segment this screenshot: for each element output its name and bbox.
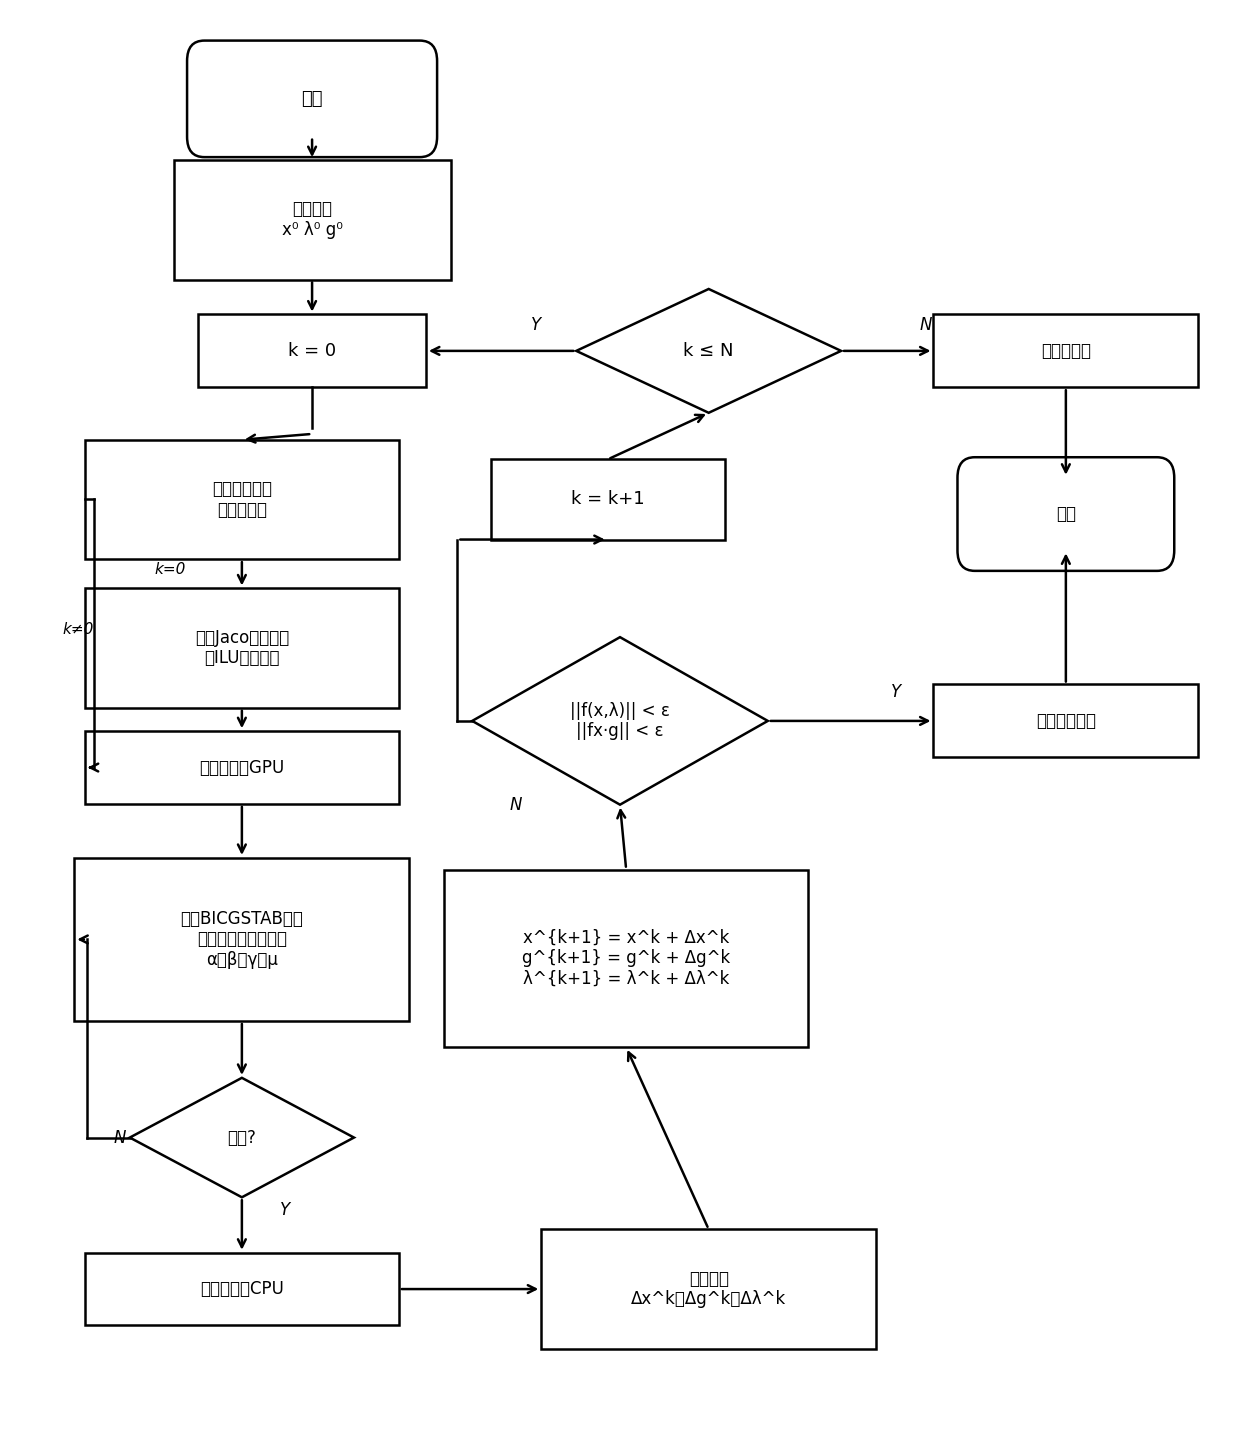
Polygon shape (577, 289, 841, 412)
Text: 开始: 开始 (301, 90, 322, 108)
Text: 结果不收敛: 结果不收敛 (1040, 342, 1091, 360)
Bar (444, 870, 807, 1047)
Text: 初值预估
x⁰ λ⁰ g⁰: 初值预估 x⁰ λ⁰ g⁰ (281, 201, 342, 240)
Text: ||f(x,λ)|| < ε
||fx·g|| < ε: ||f(x,λ)|| < ε ||fx·g|| < ε (570, 702, 670, 741)
Text: x^{k+1} = x^k + Δx^k
g^{k+1} = g^k + Δg^k
λ^{k+1} = λ^k + Δλ^k: x^{k+1} = x^k + Δx^k g^{k+1} = g^k + Δg^… (522, 929, 730, 988)
Text: Y: Y (280, 1202, 290, 1219)
Text: N: N (114, 1129, 126, 1146)
Bar (934, 314, 1198, 388)
Text: 求修正量
Δx^k、Δg^k、Δλ^k: 求修正量 Δx^k、Δg^k、Δλ^k (631, 1269, 786, 1308)
Bar (74, 857, 409, 1021)
Text: 传输数据到GPU: 传输数据到GPU (200, 758, 284, 777)
Text: 形成Jaco预处理器
和ILU预处理器: 形成Jaco预处理器 和ILU预处理器 (195, 629, 289, 668)
Text: Y: Y (890, 682, 901, 701)
Text: 收敛?: 收敛? (227, 1129, 257, 1146)
Text: 结束: 结束 (1056, 505, 1076, 523)
FancyBboxPatch shape (187, 40, 436, 157)
Text: k = 0: k = 0 (288, 342, 336, 360)
Text: 降阶形成四组
线性方程组: 降阶形成四组 线性方程组 (212, 480, 272, 518)
Text: 传输数据到CPU: 传输数据到CPU (200, 1279, 284, 1298)
Text: k≠0: k≠0 (62, 622, 94, 636)
Text: 采用BICGSTAB迭代
法与两步预处理求得
α、β、γ、μ: 采用BICGSTAB迭代 法与两步预处理求得 α、β、γ、μ (181, 909, 304, 969)
FancyBboxPatch shape (957, 457, 1174, 572)
Text: Y: Y (531, 316, 542, 333)
Text: k = k+1: k = k+1 (570, 491, 645, 508)
Bar (491, 460, 724, 540)
Bar (934, 685, 1198, 757)
Text: 输出负荷裕度: 输出负荷裕度 (1035, 712, 1096, 729)
Bar (174, 159, 450, 280)
Text: k=0: k=0 (155, 561, 186, 577)
Bar (84, 589, 399, 708)
Bar (541, 1229, 877, 1348)
Bar (84, 731, 399, 804)
Bar (84, 1252, 399, 1325)
Text: N: N (919, 316, 931, 333)
Bar (198, 314, 427, 388)
Bar (84, 439, 399, 559)
Polygon shape (472, 638, 768, 804)
Text: N: N (510, 797, 522, 814)
Text: k ≤ N: k ≤ N (683, 342, 734, 360)
Polygon shape (130, 1078, 353, 1198)
